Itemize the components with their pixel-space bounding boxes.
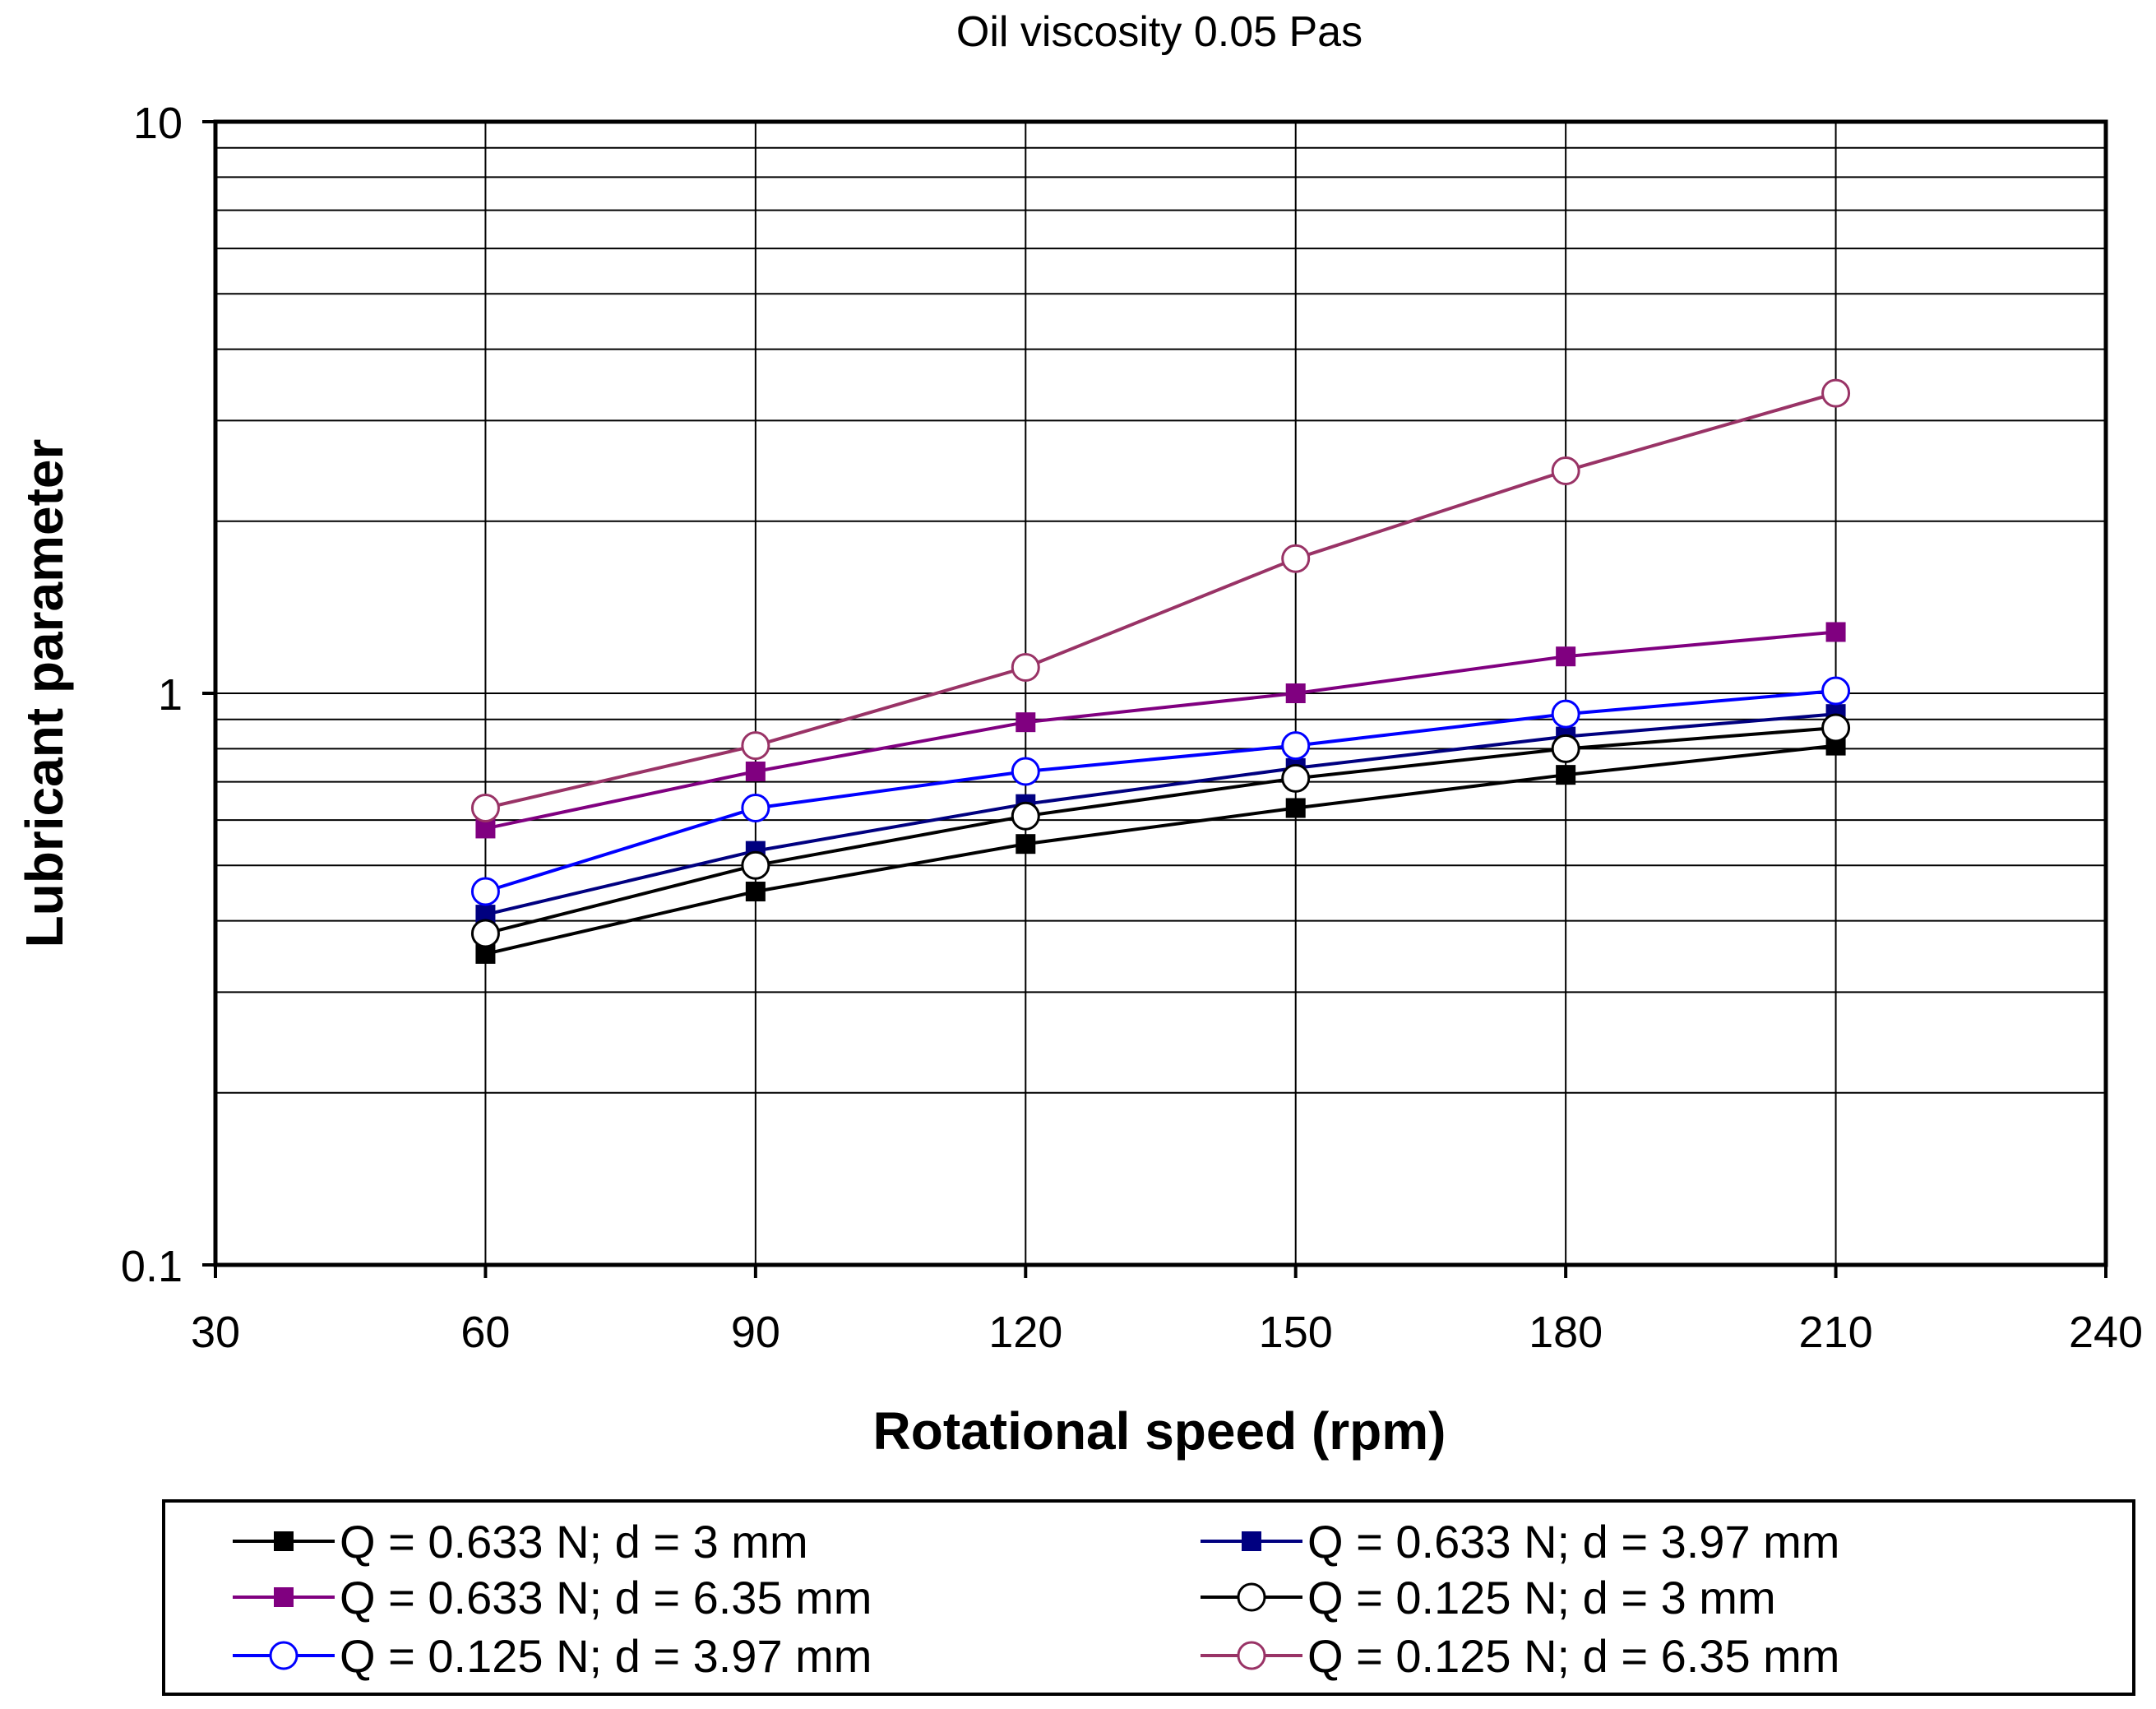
legend-label: Q = 0.125 N; d = 6.35 mm [1307, 1630, 1839, 1682]
data-point-s3 [1016, 712, 1036, 733]
chart-title: Oil viscosity 0.05 Pas [956, 8, 1363, 56]
legend-item-6: Q = 0.125 N; d = 6.35 mm [1201, 1630, 1839, 1682]
legend-label: Q = 0.633 N; d = 3 mm [340, 1516, 808, 1568]
legend-item-3: Q = 0.633 N; d = 6.35 mm [233, 1572, 872, 1623]
data-point-s6 [1821, 378, 1851, 408]
data-point-s6 [1551, 456, 1580, 486]
x-tick-label: 240 [2069, 1308, 2143, 1357]
data-point-s4 [1011, 801, 1040, 831]
x-tick-label: 120 [988, 1308, 1062, 1357]
series-lines [484, 391, 1837, 956]
legend-marker [269, 1641, 298, 1670]
x-tick-label: 60 [460, 1308, 510, 1357]
legend-item-4: Q = 0.125 N; d = 3 mm [1201, 1572, 1776, 1623]
series-line-3 [484, 630, 1836, 831]
data-point-s4 [1821, 713, 1851, 743]
legend-label: Q = 0.125 N; d = 3.97 mm [340, 1630, 872, 1682]
legend-box [162, 1499, 2135, 1696]
legend-marker [1237, 1582, 1266, 1612]
data-point-s5 [1821, 676, 1851, 706]
data-point-s6 [741, 731, 770, 761]
legend-marker [274, 1587, 294, 1607]
series-markers [470, 378, 1851, 964]
data-point-s4 [1281, 763, 1311, 793]
data-point-s5 [1551, 699, 1580, 729]
data-point-s1 [1556, 765, 1576, 785]
y-tick-label: 10 [133, 99, 183, 148]
data-point-s3 [1825, 622, 1846, 642]
grid [215, 122, 2106, 1265]
y-tick-label: 0.1 [121, 1242, 183, 1291]
data-point-s3 [745, 761, 766, 781]
data-point-s3 [1556, 646, 1576, 667]
y-axis-label: Lubricant parameter [15, 439, 74, 948]
series-line-4 [484, 726, 1836, 936]
data-point-s5 [1011, 757, 1040, 786]
data-point-s5 [1281, 731, 1311, 761]
legend-item-2: Q = 0.633 N; d = 3.97 mm [1201, 1516, 1839, 1568]
x-tick-label: 210 [1799, 1308, 1873, 1357]
legend-marker [1237, 1641, 1266, 1670]
legend: Q = 0.633 N; d = 3 mm Q = 0.633 N; d = 3.… [233, 1516, 1839, 1682]
legend-item-5: Q = 0.125 N; d = 3.97 mm [233, 1630, 872, 1682]
series-line-6 [484, 391, 1837, 810]
data-point-s4 [1551, 734, 1580, 763]
data-point-s4 [470, 919, 500, 948]
series-line-1 [484, 743, 1836, 956]
data-point-s3 [1285, 683, 1306, 703]
legend-label: Q = 0.125 N; d = 3 mm [1307, 1572, 1776, 1623]
series-line-2 [484, 712, 1836, 917]
data-point-s5 [470, 877, 500, 906]
legend-item-1: Q = 0.633 N; d = 3 mm [233, 1516, 808, 1568]
legend-marker [274, 1531, 294, 1551]
data-point-s6 [1281, 544, 1311, 573]
data-point-s6 [470, 793, 500, 822]
x-tick-label: 30 [191, 1308, 240, 1357]
legend-label: Q = 0.633 N; d = 6.35 mm [340, 1572, 872, 1623]
data-point-s5 [741, 793, 770, 822]
legend-label: Q = 0.633 N; d = 3.97 mm [1307, 1516, 1839, 1568]
x-tick-label: 180 [1529, 1308, 1603, 1357]
x-tick-label: 90 [731, 1308, 780, 1357]
data-point-s1 [1016, 834, 1036, 854]
series-line-5 [484, 689, 1836, 893]
y-tick-label: 1 [158, 670, 183, 720]
legend-marker [1242, 1531, 1261, 1551]
data-point-s1 [1285, 798, 1306, 818]
data-point-s4 [741, 850, 770, 880]
x-tick-label: 150 [1259, 1308, 1333, 1357]
y-ticks: 0.1 1 10 [121, 99, 215, 1291]
x-axis-label: Rotational speed (rpm) [873, 1401, 1446, 1461]
x-ticks: 30 60 90 120 150 180 210 240 [191, 1265, 2143, 1357]
data-point-s6 [1011, 653, 1040, 683]
data-point-s1 [745, 882, 766, 902]
